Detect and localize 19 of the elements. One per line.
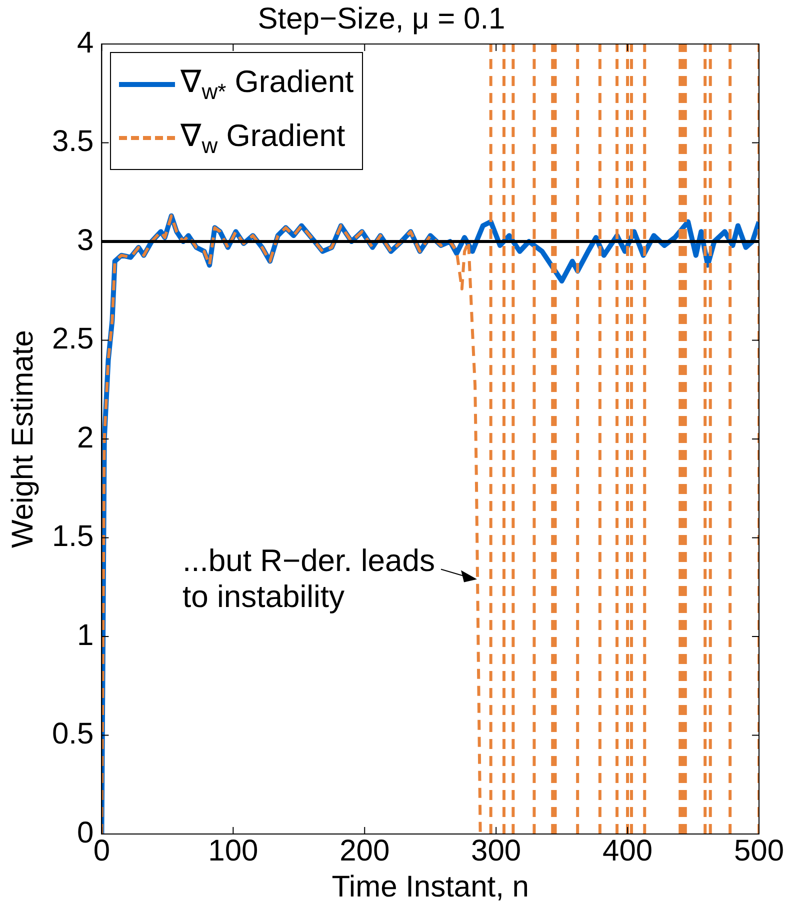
y-tick-label: 4 bbox=[77, 26, 94, 60]
annotation: ...but R−der. leads to instability bbox=[182, 542, 435, 614]
x-tick-label: 400 bbox=[602, 834, 653, 868]
y-tick-label: 2.5 bbox=[52, 322, 94, 356]
y-tick-label: 3.5 bbox=[52, 125, 94, 158]
y-tick-label: 2 bbox=[77, 421, 94, 454]
legend-label: ∇$_{w*}$ Gradient bbox=[180, 62, 354, 106]
x-tick-label: 300 bbox=[471, 834, 522, 868]
x-tick-label: 500 bbox=[734, 834, 784, 868]
legend-label: ∇$_{w}$ Gradient bbox=[180, 116, 346, 160]
y-axis-title: Weight Estimate bbox=[6, 330, 40, 548]
y-tick-label: 3 bbox=[77, 224, 94, 257]
x-tick-label: 200 bbox=[340, 834, 390, 868]
y-tick-label: 1 bbox=[77, 618, 94, 652]
x-axis-title: Time Instant, n bbox=[332, 870, 530, 904]
chart-title: Step−Size, μ = 0.1 bbox=[258, 2, 506, 36]
y-tick-label: 0.5 bbox=[52, 718, 94, 751]
y-tick-label: 1.5 bbox=[52, 520, 94, 554]
x-tick-label: 100 bbox=[208, 834, 258, 868]
